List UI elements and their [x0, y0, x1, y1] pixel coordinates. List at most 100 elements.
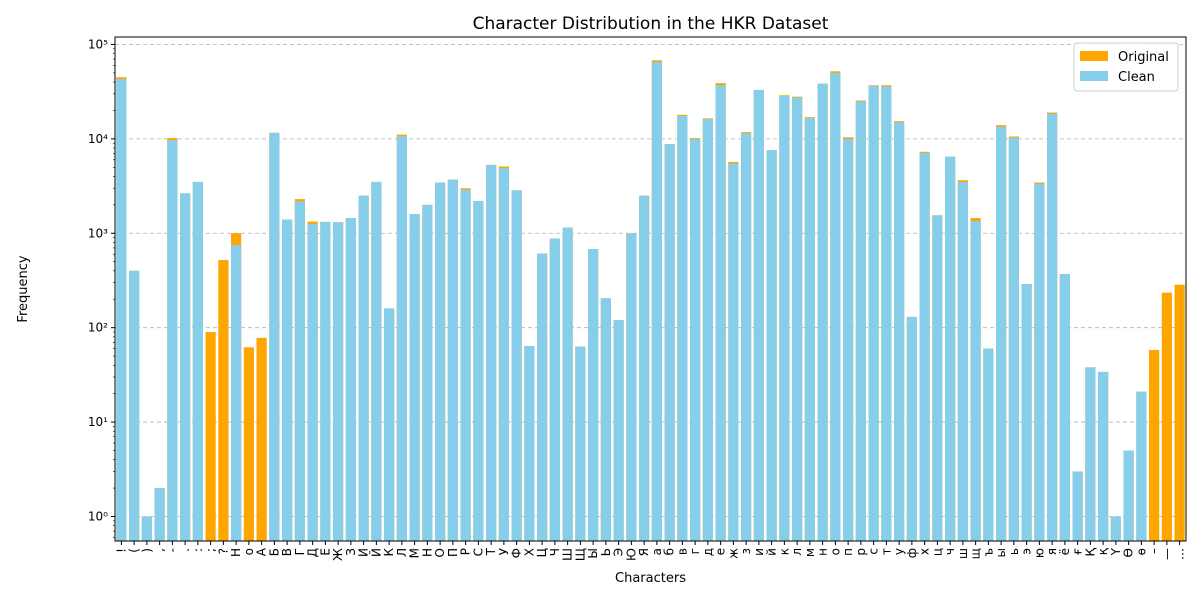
x-tick-label: Т: [484, 547, 498, 556]
bar-clean: [269, 132, 280, 541]
x-tick-label: Ү: [1109, 547, 1123, 556]
bar-clean: [715, 85, 726, 542]
bar-clean: [371, 181, 382, 542]
bar-clean: [664, 144, 675, 542]
x-tick-label: м: [803, 548, 817, 557]
bar-clean: [894, 122, 905, 541]
bar-clean: [549, 238, 560, 541]
bar-clean: [192, 181, 203, 542]
bar-clean: [906, 316, 917, 541]
bar-clean: [600, 298, 611, 541]
x-tick-label: е: [714, 548, 728, 555]
x-tick-label: ,: [153, 548, 167, 552]
x-tick-label: В: [280, 548, 294, 556]
bar-clean: [881, 86, 892, 542]
x-tick-label: г: [688, 548, 702, 554]
bar-clean: [384, 308, 395, 541]
bar-clean: [702, 119, 713, 541]
y-tick-label: 10⁴: [88, 132, 108, 146]
bar-clean: [1136, 391, 1147, 541]
bar-clean: [651, 62, 662, 541]
bar-clean: [409, 214, 420, 541]
bar-clean: [945, 156, 956, 541]
x-tick-label: А: [255, 547, 269, 556]
x-axis-ticks: !(),-.:;?HoАБВГДЕЖЗИЙКЛМНОПРСТУФХЦЧШЩЫЬЭ…: [114, 541, 1187, 561]
bar-original: [256, 337, 267, 541]
x-tick-label: ё: [1058, 548, 1072, 555]
x-tick-label: ш: [956, 548, 970, 559]
bar-clean: [422, 204, 433, 541]
x-tick-label: —: [1160, 548, 1174, 560]
bar-clean: [919, 152, 930, 541]
x-tick-label: К: [382, 548, 396, 557]
y-tick-label: 10³: [88, 226, 108, 240]
x-axis-label: Characters: [615, 571, 686, 586]
x-tick-label: o: [242, 548, 256, 555]
x-tick-label: !: [114, 548, 128, 553]
bar-clean: [358, 195, 369, 542]
x-tick-label: Е: [318, 548, 332, 556]
x-tick-label: я: [1045, 548, 1059, 555]
bar-clean: [294, 201, 305, 542]
chart-title: Character Distribution in the HKR Datase…: [473, 14, 829, 34]
x-tick-label: э: [1020, 548, 1034, 555]
bar-clean: [486, 164, 497, 541]
x-tick-label: Д: [306, 548, 320, 557]
bar-clean: [817, 83, 828, 542]
bar-original: [1174, 284, 1185, 541]
bar-clean: [231, 245, 242, 542]
bar-clean: [575, 346, 586, 541]
bar-clean: [1008, 137, 1019, 542]
bar-clean: [320, 221, 331, 541]
bar-clean: [932, 215, 943, 541]
legend-label-original: Original: [1118, 50, 1169, 65]
legend-swatch-clean: [1080, 71, 1108, 81]
bar-clean: [473, 200, 484, 541]
x-tick-label: у: [892, 548, 906, 555]
bar-clean: [741, 133, 752, 541]
bars: [116, 60, 1185, 542]
bar-clean: [537, 253, 548, 541]
x-tick-label: ы: [994, 548, 1008, 557]
x-tick-label: О: [433, 548, 447, 557]
bar-clean: [511, 190, 522, 541]
x-tick-label: :: [191, 548, 205, 552]
bar-clean: [588, 249, 599, 541]
x-tick-label: о: [828, 548, 842, 555]
bar-clean: [626, 233, 637, 541]
x-tick-label: и: [752, 548, 766, 556]
bar-clean: [180, 193, 191, 541]
x-tick-label: ж: [726, 548, 740, 559]
x-tick-label: л: [790, 548, 804, 556]
x-tick-label: д: [701, 548, 715, 556]
gridlines: [115, 44, 1186, 517]
bar-clean: [1110, 516, 1121, 541]
x-tick-label: З: [344, 548, 358, 556]
bar-clean: [639, 195, 650, 542]
x-tick-label: Р: [459, 548, 473, 555]
legend-label-clean: Clean: [1118, 70, 1155, 85]
x-tick-label: Щ: [573, 548, 587, 561]
x-tick-label: б: [663, 548, 677, 555]
x-tick-label: ө: [1134, 548, 1148, 555]
x-tick-label: Й: [368, 548, 383, 557]
x-tick-label: қ: [1096, 547, 1110, 555]
x-tick-label: ъ: [981, 548, 995, 556]
x-tick-label: Ь: [599, 548, 613, 556]
bar-clean: [116, 79, 127, 541]
x-tick-label: И: [357, 548, 371, 557]
bar-clean: [779, 95, 790, 541]
x-tick-label: к: [777, 548, 791, 555]
bar-clean: [498, 168, 509, 541]
bar-original: [243, 347, 254, 541]
bar-clean: [1047, 113, 1058, 541]
bar-clean: [307, 224, 318, 541]
y-tick-label: 10⁵: [88, 37, 108, 51]
y-axis-label: Frequency: [16, 255, 31, 322]
bar-clean: [345, 218, 356, 541]
x-tick-label: с: [867, 548, 881, 555]
x-tick-label: р: [854, 548, 868, 556]
x-tick-label: н: [816, 548, 830, 556]
x-tick-label: Ч: [548, 548, 562, 556]
